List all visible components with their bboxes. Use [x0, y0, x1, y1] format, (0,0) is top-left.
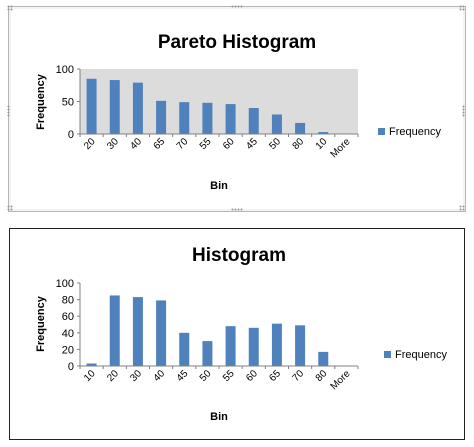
bar-50[interactable] — [271, 114, 282, 135]
y-tick-label: 40 — [62, 328, 74, 340]
bar-50[interactable] — [202, 341, 213, 366]
x-tick-label: 50 — [198, 368, 214, 384]
bar-55[interactable] — [225, 326, 236, 366]
x-tick-label: 45 — [244, 136, 260, 152]
bar-10[interactable] — [86, 363, 97, 366]
x-tick-label: 70 — [175, 136, 191, 152]
bar-45[interactable] — [179, 332, 190, 366]
bar-60[interactable] — [248, 327, 259, 366]
resize-handle-top-left[interactable] — [7, 5, 13, 11]
bar-40[interactable] — [132, 82, 143, 134]
legend-label: Frequency — [395, 349, 447, 361]
x-tick-label: 60 — [244, 368, 260, 384]
bar-20[interactable] — [86, 78, 97, 134]
histogram-chart: Histogram Frequency Bin 0 20 40 60 80 100 10 2… — [35, 245, 447, 423]
x-tick-label: 55 — [198, 136, 214, 152]
chart-title: Histogram — [192, 245, 286, 266]
bar-80[interactable] — [318, 351, 329, 366]
x-tick-label: 65 — [152, 136, 168, 152]
legend-label: Frequency — [389, 126, 441, 138]
x-tick-label: 55 — [221, 368, 237, 384]
bar-45[interactable] — [248, 108, 259, 134]
x-tick-label: 10 — [314, 136, 330, 152]
y-tick-label: 80 — [62, 295, 74, 307]
y-axis-title: Frequency — [35, 295, 47, 352]
pareto-histogram-chart: Pareto Histogram Frequency Bin 0 50 100 20… — [35, 32, 441, 192]
x-tick-label: 10 — [82, 368, 98, 384]
resize-handle-left[interactable] — [7, 105, 10, 117]
bar-65[interactable] — [271, 323, 282, 366]
x-tick-label: 60 — [221, 136, 237, 152]
x-axis-title: Bin — [210, 411, 228, 423]
chart-title: Pareto Histogram — [158, 32, 316, 53]
plot-area — [80, 69, 358, 134]
y-tick-label: 0 — [68, 361, 74, 373]
plot-area — [80, 283, 358, 366]
y-tick-label: 100 — [56, 278, 74, 290]
y-tick-label: 0 — [68, 129, 74, 141]
x-tick-label: 30 — [105, 136, 121, 152]
x-tick-label: 20 — [82, 136, 98, 152]
x-tick-label: 40 — [128, 136, 144, 152]
x-tick-label: 80 — [314, 368, 330, 384]
bar-80[interactable] — [295, 122, 306, 134]
bar-20[interactable] — [109, 295, 120, 366]
y-tick-label: 60 — [62, 311, 74, 323]
x-tick-label: More — [329, 136, 353, 160]
bar-70[interactable] — [179, 102, 190, 134]
legend-swatch — [384, 351, 391, 358]
bar-10[interactable] — [318, 132, 329, 134]
bar-40[interactable] — [156, 300, 167, 366]
chart-legend[interactable]: Frequency — [378, 126, 441, 138]
resize-handle-bottom-right[interactable] — [459, 205, 465, 211]
resize-handle-top[interactable] — [231, 5, 243, 8]
x-tick-label: 65 — [267, 368, 283, 384]
bar-55[interactable] — [202, 102, 213, 134]
x-tick-label: More — [329, 368, 353, 392]
y-tick-label: 20 — [62, 344, 74, 356]
bar-30[interactable] — [109, 80, 120, 134]
x-tick-label: 80 — [291, 136, 307, 152]
x-tick-label: 30 — [128, 368, 144, 384]
y-tick-label: 50 — [62, 97, 74, 109]
x-tick-label: 40 — [152, 368, 168, 384]
bar-70[interactable] — [295, 325, 306, 366]
resize-handle-bottom-left[interactable] — [7, 205, 13, 211]
bar-30[interactable] — [132, 297, 143, 366]
x-tick-label: 70 — [291, 368, 307, 384]
bar-65[interactable] — [156, 100, 167, 134]
x-tick-label: 45 — [175, 368, 191, 384]
x-tick-label: 50 — [267, 136, 283, 152]
bar-60[interactable] — [225, 104, 236, 134]
x-axis-title: Bin — [210, 180, 228, 192]
y-axis-title: Frequency — [35, 73, 47, 130]
x-tick-label: 20 — [105, 368, 121, 384]
resize-handle-bottom[interactable] — [231, 208, 243, 211]
legend-swatch — [378, 128, 385, 135]
y-tick-label: 100 — [56, 64, 74, 76]
chart-legend[interactable]: Frequency — [384, 349, 447, 361]
resize-handle-top-right[interactable] — [459, 5, 465, 11]
resize-handle-right[interactable] — [462, 105, 465, 117]
